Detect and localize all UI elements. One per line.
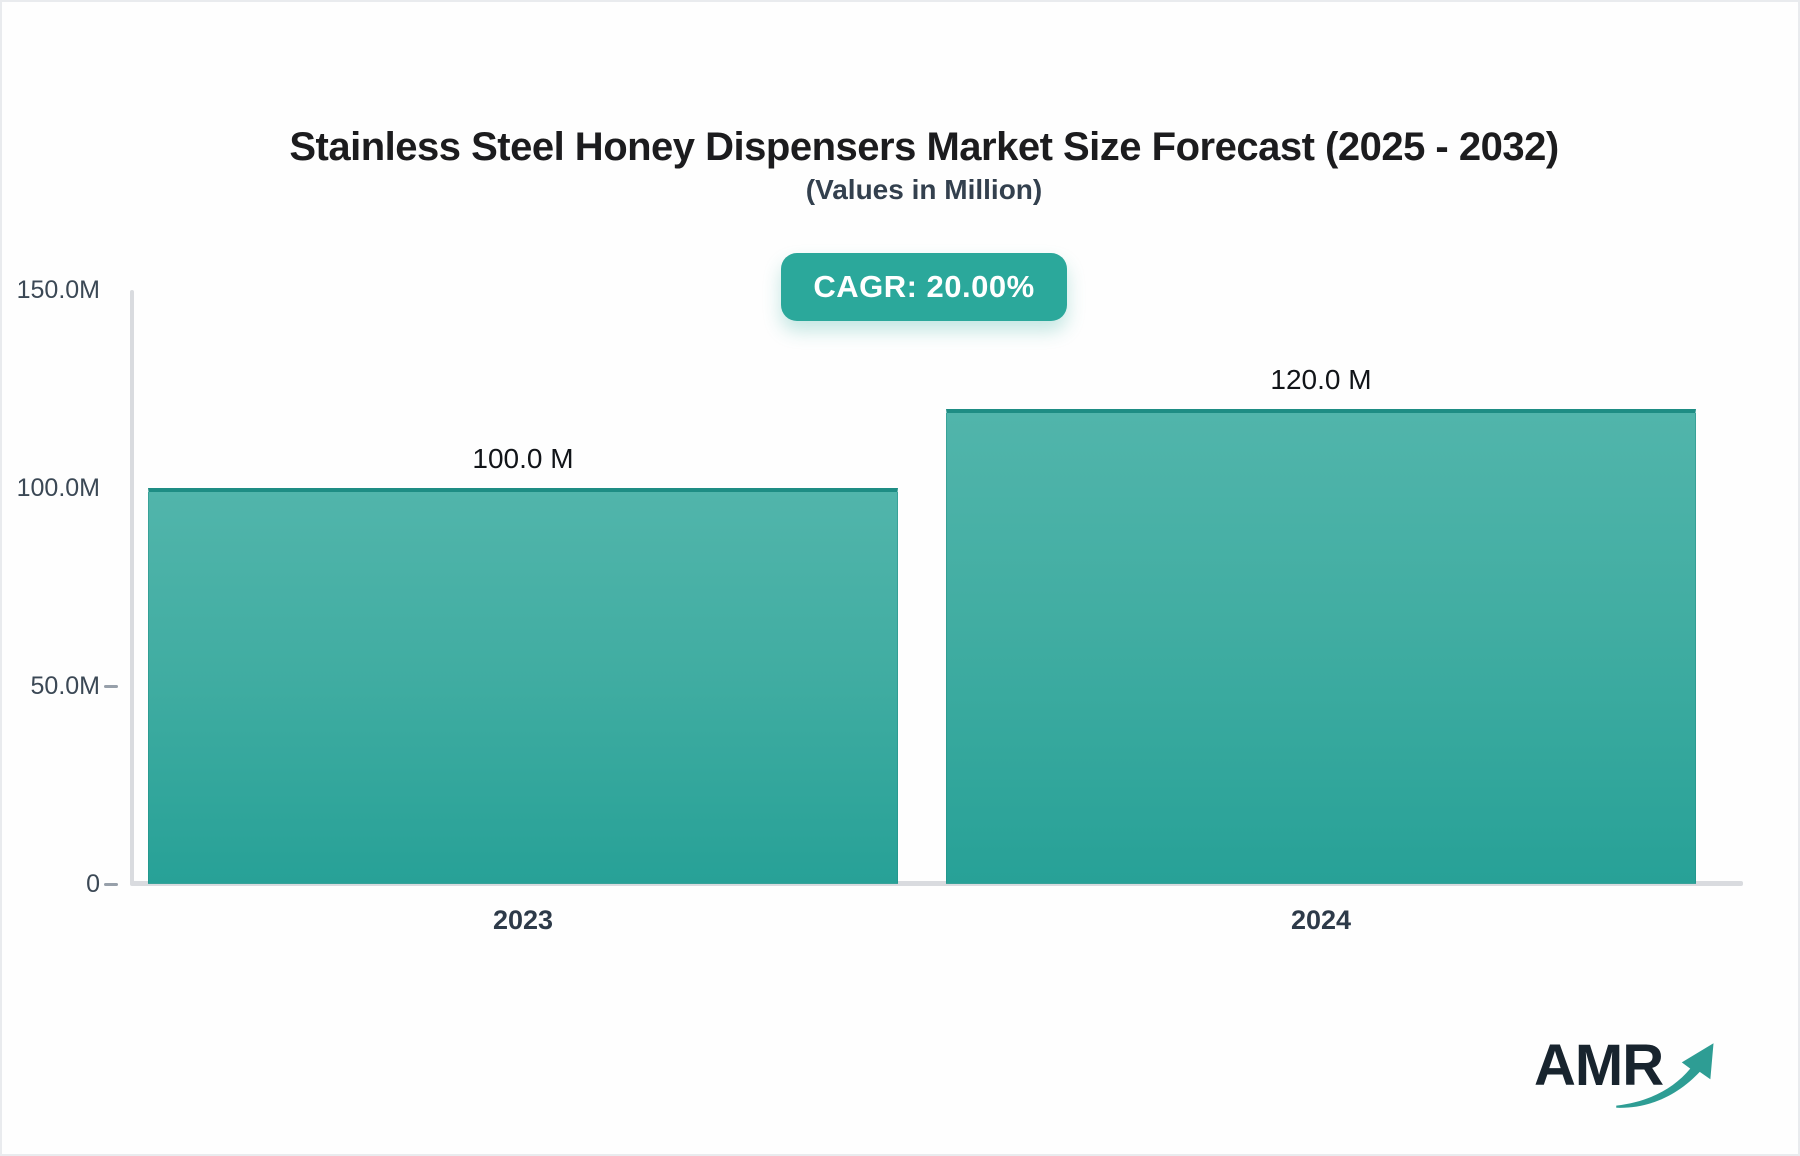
- y-tick-label-50: 50.0M: [30, 672, 100, 700]
- x-axis-label-2023: 2023: [492, 905, 554, 935]
- y-axis-line: [130, 290, 134, 884]
- cagr-badge: CAGR: 20.00%: [781, 253, 1067, 321]
- chart-subtitle: (Values in Million): [805, 174, 1043, 205]
- bar-value-label-2024: 120.0 M: [1270, 363, 1372, 395]
- growth-arrow-icon: [1616, 1043, 1714, 1108]
- amr-logo: AMR: [1534, 1034, 1734, 1124]
- bar-value-label-2023: 100.0 M: [472, 443, 574, 474]
- y-tick-mark-0: [104, 883, 118, 886]
- bar-2024: [946, 408, 1696, 884]
- amr-logo-text: AMR: [1534, 1033, 1664, 1098]
- y-tick-label-150: 150.0M: [16, 276, 100, 304]
- x-axis-label-2024: 2024: [1290, 905, 1352, 935]
- cagr-badge-row: CAGR: 20.00%: [48, 253, 1800, 321]
- bar-2023: [148, 488, 898, 884]
- y-tick-label-0: 0: [86, 870, 100, 898]
- chart-title: Stainless Steel Honey Dispensers Market …: [289, 125, 1559, 169]
- x-axis-baseline: [130, 881, 1743, 886]
- y-tick-label-100: 100.0M: [16, 474, 100, 502]
- y-tick-mark-50: [104, 685, 118, 688]
